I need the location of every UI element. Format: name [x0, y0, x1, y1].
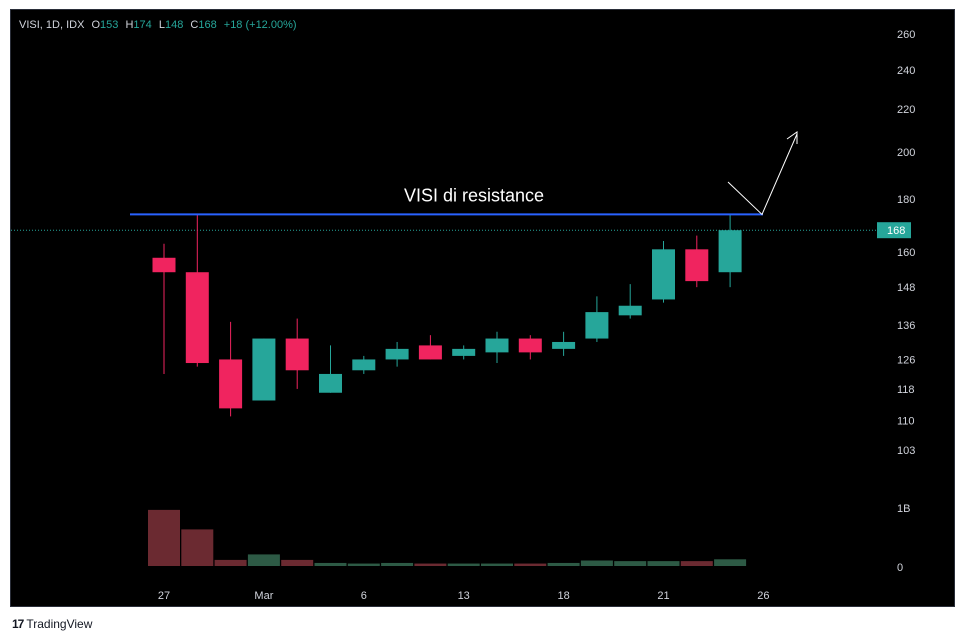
chart-canvas[interactable]: 2602402202001801601481361261181101031B02… — [11, 10, 954, 606]
y-tick-label: 118 — [897, 384, 915, 396]
candle-body — [685, 249, 709, 282]
y-tick-label: 110 — [897, 415, 915, 427]
candle-body — [219, 359, 243, 409]
y-tick-label: 180 — [897, 194, 915, 206]
candle-body — [518, 338, 542, 353]
candle-body — [585, 312, 609, 339]
x-tick-label: 21 — [657, 590, 669, 602]
volume-bar — [647, 561, 680, 566]
current-price-value: 168 — [887, 225, 905, 237]
arrow-head-icon — [786, 131, 798, 144]
x-tick-label: 13 — [458, 590, 470, 602]
volume-bar — [247, 554, 280, 566]
volume-bar — [680, 561, 713, 566]
candle-body — [718, 230, 742, 273]
open-value: 153 — [100, 19, 119, 31]
high-value: 174 — [133, 19, 152, 31]
candle-body — [252, 338, 276, 401]
candle-body — [319, 373, 342, 393]
x-tick-label: Mar — [254, 590, 273, 602]
candle-body — [352, 359, 376, 371]
close-label: C — [190, 19, 199, 31]
y-tick-label: 260 — [897, 29, 915, 41]
y-tick-label: 103 — [897, 445, 915, 457]
symbol-label[interactable]: VISI, 1D, IDX — [19, 19, 85, 31]
volume-tick-label: 0 — [897, 562, 903, 574]
candle-body — [285, 338, 309, 371]
volume-bar — [281, 559, 314, 566]
symbol-legend: VISI, 1D, IDX O153 H174 L148 C168 +18 (+… — [19, 19, 301, 31]
x-tick-label: 26 — [757, 590, 769, 602]
volume-bar — [414, 563, 447, 566]
volume-bar — [181, 529, 214, 566]
candle-body — [185, 272, 209, 364]
candle-body — [385, 348, 409, 360]
chart-panel[interactable]: 260 240 220 200 180 160 148 136 126 118 110 103 1B 0 2… — [10, 9, 955, 607]
volume-bar — [514, 563, 547, 566]
volume-bar — [580, 560, 613, 566]
close-value: 168 — [198, 19, 217, 31]
low-value: 148 — [164, 19, 184, 31]
volume-tick-label: 1B — [897, 503, 910, 515]
candle-body — [452, 348, 476, 356]
resistance-annotation: VISI di resistance — [404, 185, 544, 205]
high-label: H — [125, 19, 134, 31]
y-tick-label: 160 — [897, 247, 915, 259]
tradingview-brand[interactable]: 17 TradingView — [12, 617, 92, 631]
candle-body — [552, 341, 576, 349]
y-tick-label: 220 — [897, 104, 915, 116]
volume-bar — [481, 563, 513, 566]
volume-bar — [381, 562, 414, 566]
candle-body — [152, 257, 176, 273]
volume-bar — [447, 563, 480, 566]
x-tick-label: 18 — [557, 590, 569, 602]
x-tick-label: 6 — [361, 590, 367, 602]
candle-body — [418, 345, 442, 360]
volume-bar — [148, 509, 180, 566]
candle-body — [618, 305, 642, 316]
y-tick-label: 148 — [897, 282, 915, 294]
x-tick-label: 27 — [158, 590, 170, 602]
candle-body — [485, 338, 509, 353]
y-tick-label: 136 — [897, 320, 915, 332]
volume-bar — [714, 559, 747, 566]
open-label: O — [91, 19, 101, 31]
volume-bar — [347, 563, 380, 566]
current-price-tag — [877, 222, 911, 239]
volume-bar — [547, 562, 580, 566]
volume-bar — [614, 561, 647, 566]
y-tick-label: 126 — [897, 354, 915, 366]
tradingview-logo-icon: 17 — [12, 617, 24, 631]
low-label: L — [158, 19, 165, 31]
change-value: +18 (+12.00%) — [223, 19, 297, 31]
volume-bar — [214, 559, 247, 566]
breakout-arrow — [727, 133, 798, 216]
candle-body — [652, 249, 675, 300]
y-tick-label: 200 — [897, 147, 915, 159]
y-tick-label: 240 — [897, 65, 915, 77]
volume-bar — [314, 562, 347, 566]
brand-name: TradingView — [26, 617, 93, 631]
